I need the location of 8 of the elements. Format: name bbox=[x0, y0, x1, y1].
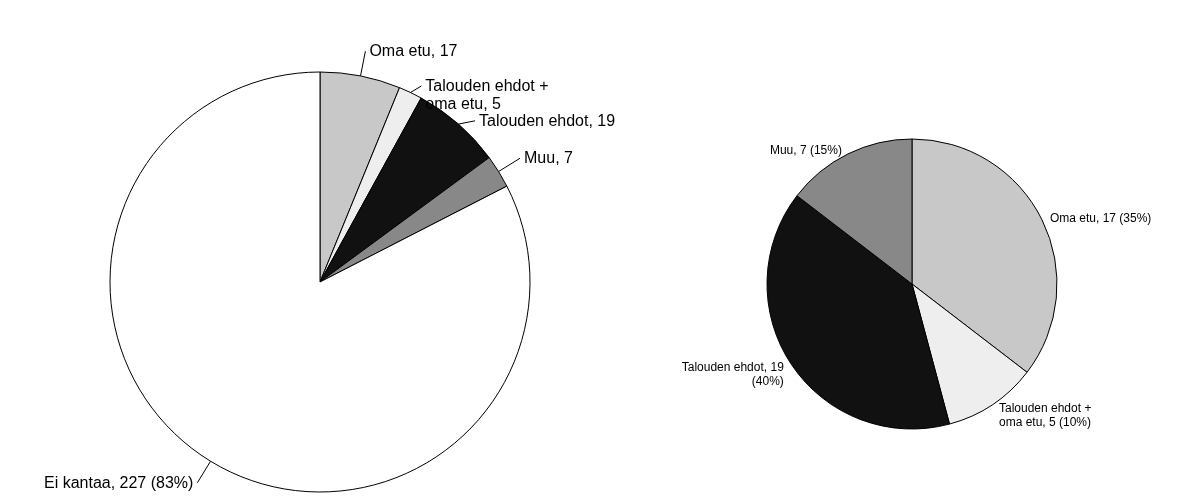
slice-label: Talouden ehdot, 19 (40%) bbox=[681, 359, 785, 388]
slice-label: Talouden ehdot + oma etu, 5 (10%) bbox=[998, 401, 1092, 430]
slice-label: Talouden ehdot, 19 bbox=[479, 111, 616, 129]
slice-label: Oma etu, 17 (35%) bbox=[1049, 210, 1152, 225]
slice-label: Muu, 7 (15%) bbox=[769, 143, 842, 158]
slice-label: Muu, 7 bbox=[524, 149, 574, 167]
slice-label: Oma etu, 17 bbox=[369, 42, 458, 60]
slice-label: Ei kantaa, 227 (83%) bbox=[43, 473, 194, 491]
